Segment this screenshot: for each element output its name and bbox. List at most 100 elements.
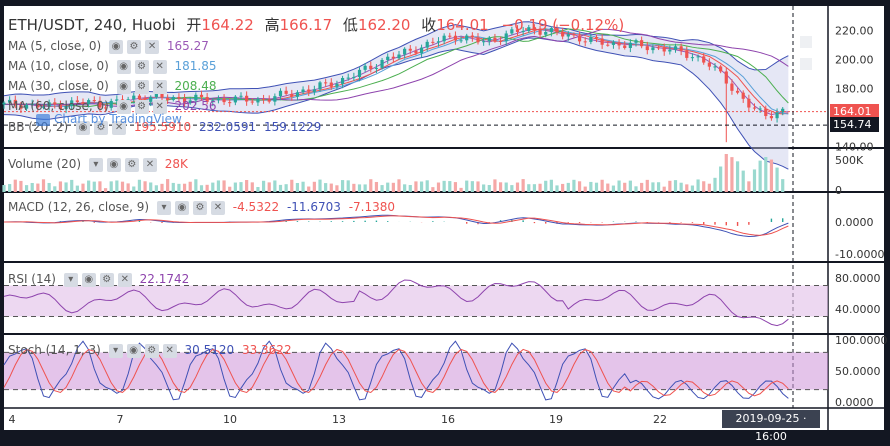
volume-bar <box>668 180 672 192</box>
volume-bar <box>656 182 661 192</box>
eye-icon[interactable]: ◉ <box>174 200 189 215</box>
close-icon[interactable]: ✕ <box>142 157 157 172</box>
gear-icon[interactable]: ⚙ <box>144 343 159 358</box>
chevron-down-icon[interactable]: ▾ <box>156 200 171 215</box>
time-axis-tick: 4 <box>9 413 16 426</box>
eye-icon[interactable]: ◉ <box>116 79 131 94</box>
candle-body <box>735 90 740 93</box>
volume-bar <box>250 182 254 192</box>
legend-stoch-label: Stoch (14, 1, 3) <box>8 343 101 357</box>
gear-icon[interactable]: ⚙ <box>134 79 149 94</box>
gear-icon[interactable]: ⚙ <box>99 272 114 287</box>
close-icon[interactable]: ✕ <box>112 120 127 135</box>
legend-ma5-label: MA (5, close, 0) <box>8 39 102 53</box>
volume-bar <box>120 181 125 192</box>
chevron-down-icon[interactable]: ▾ <box>63 272 78 287</box>
eye-icon[interactable]: ◉ <box>76 120 91 135</box>
tradingview-watermark[interactable]: Chart by TradingView <box>36 112 182 126</box>
gear-icon[interactable]: ⚙ <box>127 39 142 54</box>
candle-body <box>758 108 762 110</box>
candle-body <box>318 82 322 90</box>
close-icon[interactable]: ✕ <box>210 200 225 215</box>
close-icon[interactable]: ✕ <box>152 79 167 94</box>
time-axis-tick: 16 <box>441 413 455 426</box>
volume-bar <box>510 185 514 192</box>
candle-body <box>544 32 548 35</box>
time-axis-tick: 10 <box>223 413 237 426</box>
legend-ma5[interactable]: MA (5, close, 0) ◉ ⚙ ✕ 165.27 <box>8 39 213 54</box>
candle-body <box>58 104 63 110</box>
candle-body <box>329 82 333 87</box>
volume-bar <box>414 181 418 192</box>
close-icon[interactable]: ✕ <box>162 343 177 358</box>
time-axis-area[interactable] <box>4 408 884 430</box>
legend-rsi[interactable]: RSI (14) ▾ ◉ ⚙ ✕ 22.1742 <box>8 272 193 287</box>
gear-icon[interactable]: ⚙ <box>94 120 109 135</box>
gear-icon[interactable]: ⚙ <box>124 157 139 172</box>
candle-body <box>493 37 497 41</box>
close-icon[interactable]: ✕ <box>152 99 167 114</box>
candle-body <box>70 100 74 106</box>
close-icon[interactable]: ✕ <box>152 59 167 74</box>
candle-body <box>470 35 474 38</box>
candle-body <box>233 96 237 103</box>
gear-icon[interactable]: ⚙ <box>134 99 149 114</box>
volume-bar <box>24 185 29 192</box>
eye-icon[interactable]: ◉ <box>116 99 131 114</box>
volume-axis-tick: 0 <box>835 184 842 197</box>
volume-bar <box>577 181 582 192</box>
volume-bar <box>81 183 85 192</box>
stoch-axis-tick: 50.0000 <box>835 365 881 378</box>
candle-body <box>19 105 23 109</box>
candle-body <box>679 46 683 51</box>
legend-ma30[interactable]: MA (30, close, 0) ◉ ⚙ ✕ 208.48 <box>8 79 220 94</box>
high-value: 166.17 <box>279 16 333 34</box>
volume-bar <box>369 179 373 192</box>
candle-body <box>651 47 655 51</box>
chevron-down-icon[interactable]: ▾ <box>108 343 123 358</box>
candle-body <box>81 102 85 104</box>
legend-volume-value: 28K <box>164 157 188 171</box>
legend-ma10[interactable]: MA (10, close, 0) ◉ ⚙ ✕ 181.85 <box>8 59 220 74</box>
volume-bar <box>386 182 390 192</box>
volume-bar <box>87 180 91 192</box>
volume-bar <box>2 185 6 192</box>
candle-body <box>577 35 582 42</box>
volume-bar <box>216 180 221 192</box>
eye-icon[interactable]: ◉ <box>106 157 121 172</box>
volume-bar <box>724 154 728 192</box>
eye-icon[interactable]: ◉ <box>109 39 124 54</box>
eye-icon[interactable]: ◉ <box>81 272 96 287</box>
eye-icon[interactable]: ◉ <box>126 343 141 358</box>
close-icon[interactable]: ✕ <box>145 39 160 54</box>
legend-stoch-d: 33.3622 <box>241 343 292 357</box>
candle-body <box>137 95 142 100</box>
close-icon[interactable]: ✕ <box>117 272 132 287</box>
volume-bar <box>324 183 328 192</box>
legend-rsi-label: RSI (14) <box>8 272 56 286</box>
candle-body <box>628 42 632 48</box>
legend-ma60[interactable]: MA (60, close, 0) ◉ ⚙ ✕ 202.56 <box>8 99 220 114</box>
chevron-down-icon[interactable]: ▾ <box>88 157 103 172</box>
volume-bar <box>318 179 322 192</box>
rsi-line <box>3 279 789 327</box>
candle-body <box>307 89 311 92</box>
legend-bb[interactable]: BB (20, 2) ◉ ⚙ ✕ 195.5910 232.0591 159.122… <box>8 120 325 135</box>
legend-macd[interactable]: MACD (12, 26, close, 9) ▾ ◉ ⚙ ✕ -4.5322 -11… <box>8 200 399 215</box>
price-axis-area[interactable] <box>828 6 884 408</box>
candle-body <box>527 27 531 32</box>
volume-bar <box>730 157 734 192</box>
candle-body <box>453 35 458 41</box>
legend-rsi-value: 22.1742 <box>139 272 190 286</box>
gear-icon[interactable]: ⚙ <box>192 200 207 215</box>
candle-body <box>589 36 593 42</box>
volume-bar <box>611 185 616 192</box>
candle-body <box>357 69 362 77</box>
eye-icon[interactable]: ◉ <box>116 59 131 74</box>
gear-icon[interactable]: ⚙ <box>134 59 149 74</box>
volume-bar <box>425 180 429 192</box>
legend-volume[interactable]: Volume (20) ▾ ◉ ⚙ ✕ 28K <box>8 157 192 172</box>
volume-bar <box>645 179 649 192</box>
legend-stoch[interactable]: Stoch (14, 1, 3) ▾ ◉ ⚙ ✕ 30.5120 33.3622 <box>8 343 296 358</box>
